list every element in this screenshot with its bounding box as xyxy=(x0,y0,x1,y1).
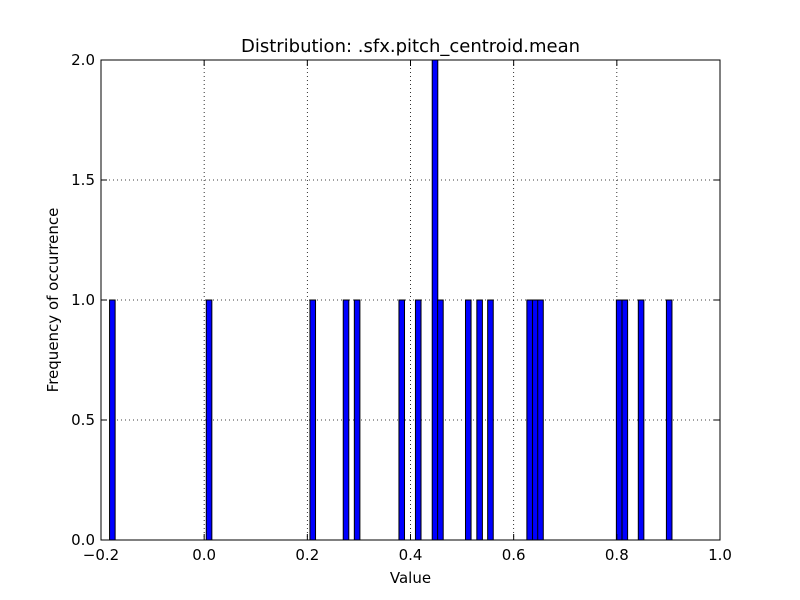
y-tick-label: 1.5 xyxy=(71,171,95,189)
x-tick-label: −0.2 xyxy=(83,546,119,564)
x-tick-label: 0.0 xyxy=(192,546,216,564)
histogram-bar xyxy=(353,299,361,541)
y-tick-label: 1.0 xyxy=(71,291,95,309)
y-tick-label: 0.0 xyxy=(71,531,95,549)
x-axis-label: Value xyxy=(390,569,431,587)
histogram-bar xyxy=(342,299,350,541)
histogram-bar xyxy=(109,299,116,541)
histogram-bar xyxy=(414,299,422,541)
x-tick-label: 0.8 xyxy=(605,546,629,564)
histogram-bar xyxy=(398,299,406,541)
x-tick-label: 0.6 xyxy=(502,546,526,564)
histogram-bar xyxy=(487,299,494,541)
histogram-bar xyxy=(637,299,645,541)
y-tick-label: 2.0 xyxy=(71,51,95,69)
histogram-bar xyxy=(437,299,444,541)
x-tick-label: 1.0 xyxy=(708,546,732,564)
histogram-bar xyxy=(431,59,439,541)
histogram-bar xyxy=(526,299,533,541)
y-tick-label: 0.5 xyxy=(71,411,95,429)
histogram-bar xyxy=(205,299,213,541)
x-tick-label: 0.2 xyxy=(295,546,319,564)
histogram-bar xyxy=(464,299,472,541)
y-axis-label: Frequency of occurrence xyxy=(44,208,62,393)
chart-title: Distribution: .sfx.pitch_centroid.mean xyxy=(241,36,580,57)
histogram-bar xyxy=(476,299,483,541)
x-tick-label: 0.4 xyxy=(399,546,423,564)
histogram-bar xyxy=(665,299,673,541)
histogram-bar xyxy=(615,299,623,541)
histogram-bar xyxy=(537,299,544,541)
bar-layer xyxy=(109,59,673,541)
histogram-bar xyxy=(621,299,629,541)
tick-layer: −0.2 0.0 0.2 0.4 0.6 0.8 1.00.00.51.01.52.0 xyxy=(71,51,732,564)
histogram-bar xyxy=(309,299,317,541)
